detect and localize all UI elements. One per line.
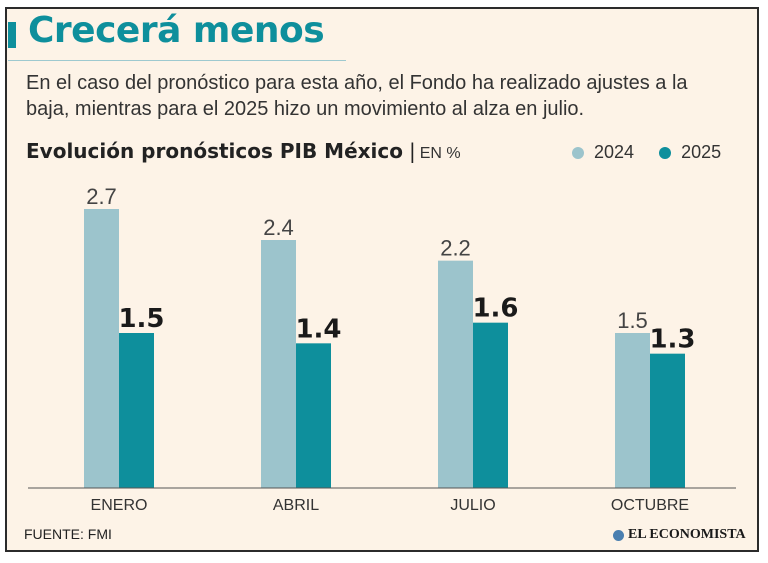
subtitle: En el caso del pronóstico para esta año,…: [26, 72, 688, 120]
data-label-2024-enero: 2.7: [86, 184, 117, 209]
legend-item-2024: 2024: [572, 142, 634, 163]
chart-title-row: Evolución pronósticos PIB México | EN %: [26, 139, 461, 163]
bar-2024-julio: [438, 260, 473, 488]
headline-accent-bar: [8, 22, 16, 48]
headline-rule: [8, 60, 346, 61]
bar-2025-abril: [296, 343, 331, 488]
legend-label-2025: 2025: [681, 142, 722, 162]
chart-title: Evolución pronósticos PIB México: [26, 139, 403, 163]
headline: Crecerá menos: [28, 10, 325, 51]
legend-label-2024: 2024: [594, 142, 635, 162]
chart-legend: 2024 2025: [572, 142, 741, 164]
legend-swatch-2024: [572, 146, 584, 159]
x-tick-label-octubre: OCTUBRE: [611, 497, 689, 514]
bar-2024-abril: [261, 240, 296, 488]
source-note: FUENTE: FMI: [24, 526, 112, 542]
bar-2025-octubre: [650, 353, 685, 488]
data-label-2024-julio: 2.2: [440, 236, 471, 261]
data-label-2025-julio: 1.6: [472, 294, 518, 324]
x-tick-label-abril: ABRIL: [273, 497, 319, 514]
chart-unit: EN %: [419, 145, 461, 162]
legend-item-2025: 2025: [659, 142, 721, 163]
x-tick-label-enero: ENERO: [91, 497, 148, 514]
title-separator: |: [409, 139, 416, 163]
bar-2024-enero: [84, 209, 119, 488]
data-label-2025-abril: 1.4: [295, 314, 341, 344]
data-label-2025-octubre: 1.3: [649, 325, 695, 355]
data-label-2025-enero: 1.5: [118, 304, 164, 334]
bar-2024-octubre: [615, 333, 650, 488]
data-label-2024-abril: 2.4: [263, 215, 294, 240]
x-tick-label-julio: JULIO: [450, 497, 495, 514]
bar-2025-julio: [473, 322, 508, 488]
legend-swatch-2025: [659, 146, 672, 159]
logo-mark-icon: [613, 529, 624, 541]
data-label-2024-octubre: 1.5: [617, 308, 648, 333]
publisher-logo: EL ECONOMISTA: [613, 527, 746, 543]
bar-2025-enero: [119, 333, 154, 488]
logo-text: EL ECONOMISTA: [628, 527, 746, 542]
